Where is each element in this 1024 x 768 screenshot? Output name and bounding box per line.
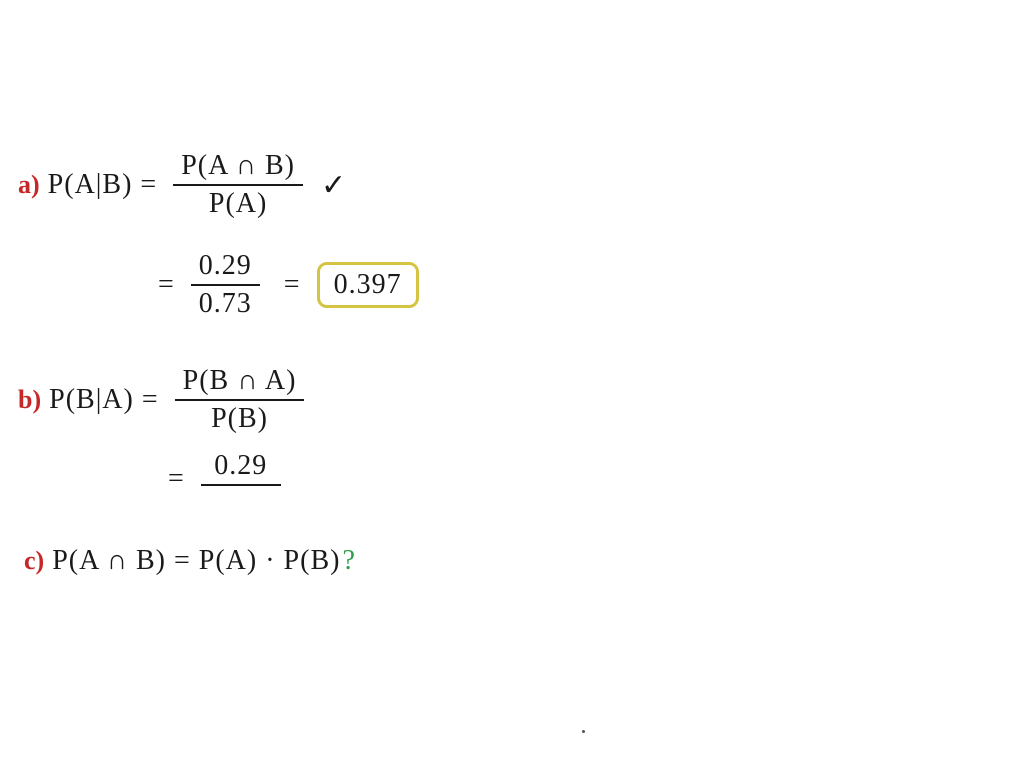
part-a-line1: a) P(A|B) = P(A ∩ B) P(A) ✓ <box>18 150 347 220</box>
label-c: c) <box>24 546 44 576</box>
part-c-line: c) P(A ∩ B) = P(A) · P(B) ? <box>24 545 356 577</box>
label-b: b) <box>18 385 41 415</box>
part-b-line2: = 0.29 <box>160 450 289 508</box>
math-b-calc: = 0.29 <box>160 450 289 508</box>
math-a-calc: = 0.29 0.73 = 0.397 <box>150 250 419 320</box>
question-mark-icon: ? <box>342 545 355 577</box>
part-a-line2: = 0.29 0.73 = 0.397 <box>150 250 419 320</box>
math-a-lhs: P(A|B) = P(A ∩ B) P(A) ✓ <box>48 150 347 220</box>
part-b-line1: b) P(B|A) = P(B ∩ A) P(B) <box>18 365 312 435</box>
fraction-a1: P(A ∩ B) P(A) <box>173 150 303 220</box>
label-a: a) <box>18 170 40 200</box>
stray-dot <box>582 730 585 733</box>
math-b-lhs: P(B|A) = P(B ∩ A) P(B) <box>49 365 312 435</box>
math-c: P(A ∩ B) = P(A) · P(B) ? <box>52 545 356 577</box>
fraction-b2: 0.29 <box>201 450 281 508</box>
check-icon: ✓ <box>321 168 347 203</box>
fraction-a2: 0.29 0.73 <box>191 250 260 320</box>
fraction-b1: P(B ∩ A) P(B) <box>175 365 305 435</box>
result-box-a: 0.397 <box>317 262 419 308</box>
